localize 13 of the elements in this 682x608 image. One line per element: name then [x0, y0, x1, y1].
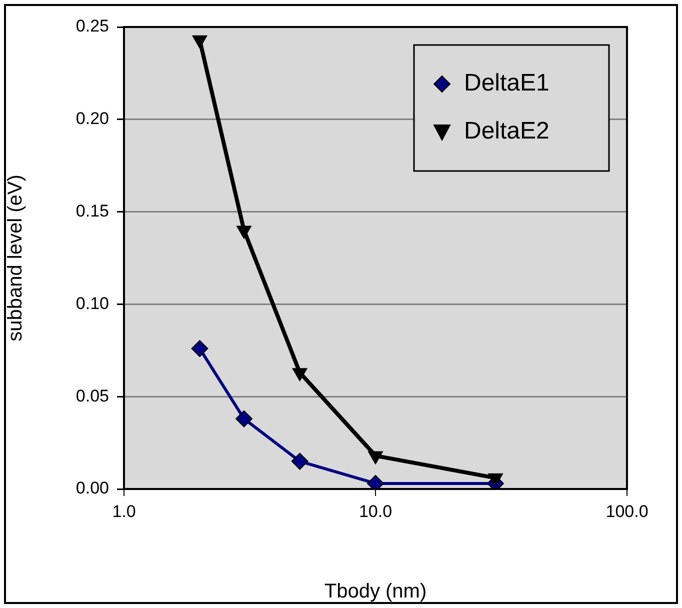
y-axis-title: subband level (eV) — [4, 174, 27, 342]
y-tick-label: 0.15 — [76, 201, 109, 220]
y-tick-label: 0.10 — [76, 294, 109, 313]
y-tick-label: 0.20 — [76, 109, 109, 128]
x-tick-label: 1.0 — [112, 502, 136, 521]
y-tick-label: 0.25 — [76, 16, 109, 36]
legend-label: DeltaE1 — [464, 70, 550, 97]
x-tick-label: 100.0 — [606, 502, 648, 521]
y-tick-label: 0.00 — [76, 478, 109, 498]
y-tick-label: 0.05 — [76, 386, 109, 406]
legend-label: DeltaE2 — [464, 118, 550, 145]
x-tick-label: 10.0 — [358, 502, 392, 521]
x-axis-title: Tbody (nm) — [324, 580, 427, 603]
